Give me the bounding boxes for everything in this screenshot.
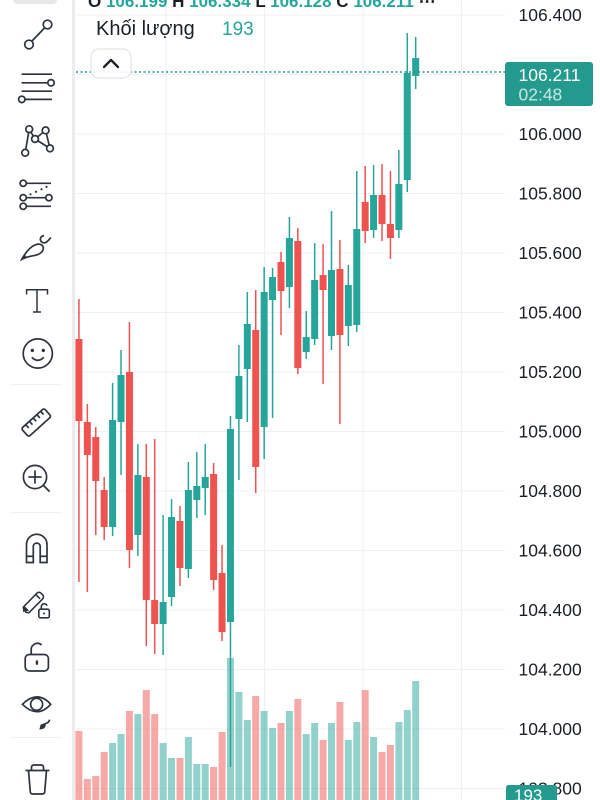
svg-text:105.000: 105.000: [519, 422, 583, 442]
svg-text:Khối lượng: Khối lượng: [96, 18, 195, 40]
svg-text:105.400: 105.400: [519, 303, 583, 323]
svg-text:193: 193: [514, 786, 542, 800]
svg-text:104.000: 104.000: [519, 719, 583, 739]
svg-text:104.800: 104.800: [519, 481, 583, 501]
svg-text:105.800: 105.800: [519, 184, 583, 204]
svg-text:O 106.199 H 106.334 L 106.128: O 106.199 H 106.334 L 106.128 C 106.211 …: [88, 0, 436, 11]
svg-text:104.400: 104.400: [519, 600, 583, 620]
svg-text:105.200: 105.200: [519, 362, 583, 382]
svg-text:106.000: 106.000: [519, 124, 583, 144]
svg-text:193: 193: [222, 19, 254, 40]
svg-text:104.600: 104.600: [519, 541, 583, 561]
svg-text:105.600: 105.600: [519, 243, 583, 263]
svg-text:106.211: 106.211: [519, 65, 581, 85]
svg-text:106.400: 106.400: [519, 5, 583, 25]
svg-text:104.200: 104.200: [519, 660, 583, 680]
svg-text:02:48: 02:48: [519, 85, 563, 105]
